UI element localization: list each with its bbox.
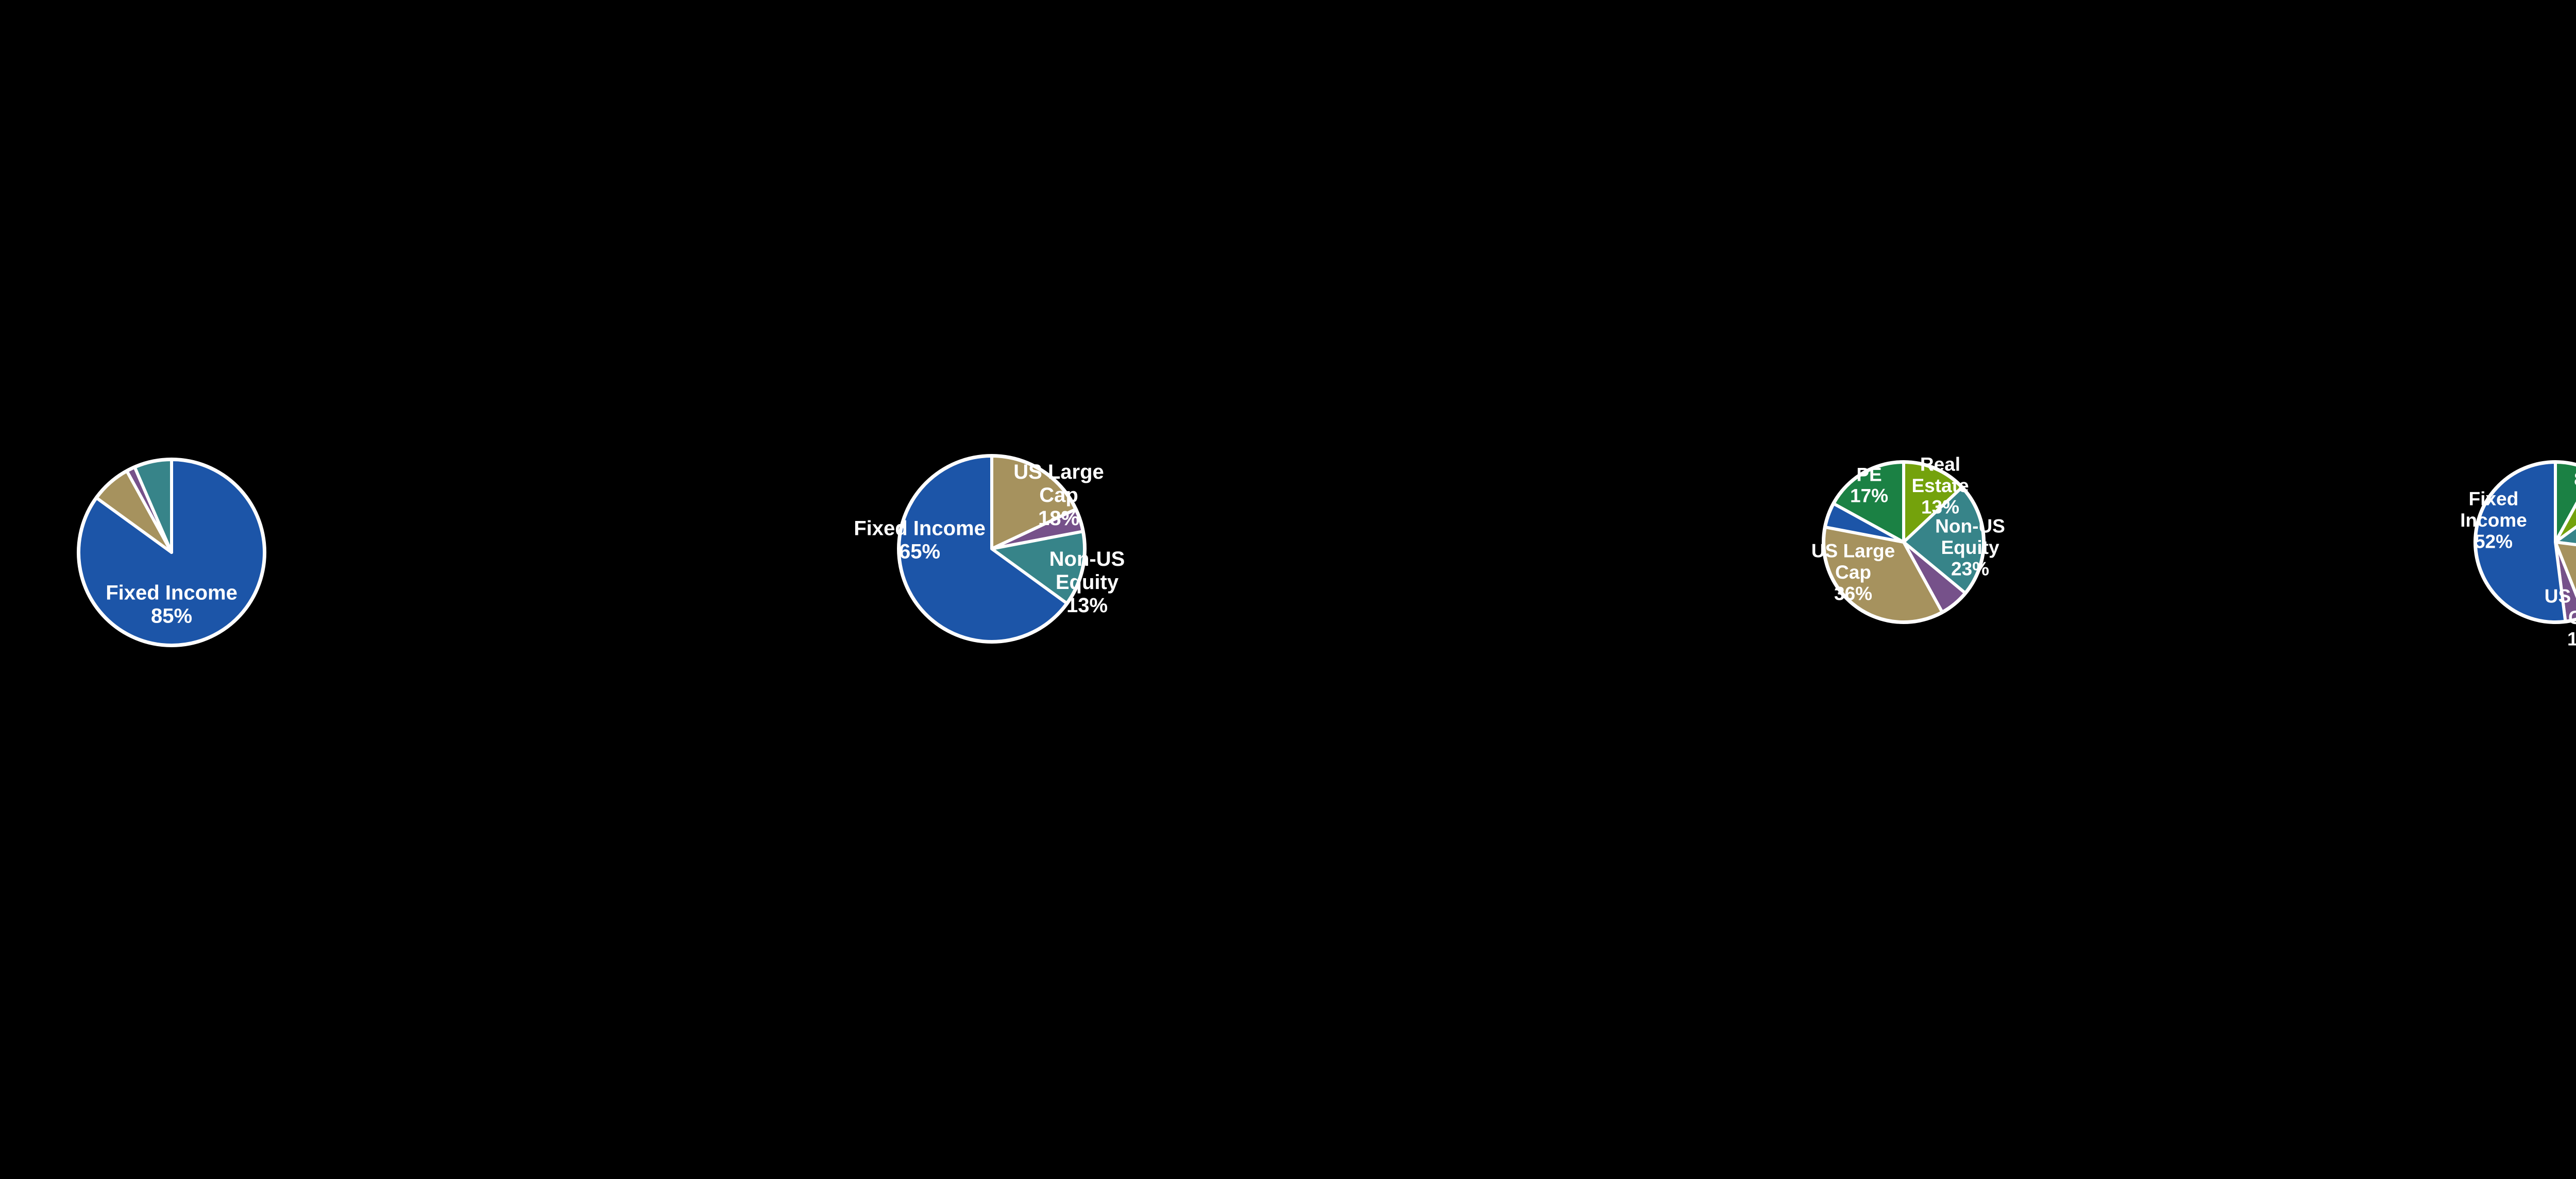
slice-label-line: Cap xyxy=(2568,607,2576,628)
pie-slice-us-large-cap[interactable] xyxy=(990,454,1077,550)
slice-label-line: 23% xyxy=(1951,558,1989,579)
slice-label-fixed-income: Fixed Income 85% xyxy=(106,581,238,627)
slice-label-pe: PE 17% xyxy=(1850,464,1888,506)
slice-label-line: Cap xyxy=(1039,484,1078,507)
slice-label-line: US Large xyxy=(1013,461,1104,483)
slice-label-line: 85% xyxy=(151,604,192,627)
pie-slice-fixed-income[interactable] xyxy=(77,458,266,647)
slice-label-non-us-equity: Non-US Equity 23% xyxy=(1935,515,2005,579)
pie-chart-1: Fixed Income 85% xyxy=(65,446,278,659)
slice-label-line: 17% xyxy=(1850,485,1888,507)
pie-slice-real-estate[interactable] xyxy=(1902,461,1963,544)
slice-label-line: Non-US xyxy=(1935,515,2005,536)
slice-label-line: 36% xyxy=(1834,583,1872,604)
pie-graphic: PE8%RE7%Non-USEquity12%US LargeCap17%Fix… xyxy=(2460,447,2576,649)
pie-chart-4: PE8%RE7%Non-USEquity12%US LargeCap17%Fix… xyxy=(2460,447,2576,649)
slice-label-non-us-equity: Non-US Equity 13% xyxy=(1049,548,1125,617)
pie-slice-us-large-cap[interactable] xyxy=(2554,541,2576,616)
pie-graphic: Real Estate 13%Non-US Equity 23% US Large Cap 3… xyxy=(1811,453,2005,624)
slice-label-line: 8% xyxy=(2574,469,2576,490)
pie-graphic: US Large Cap 18% Non-US Equity 13% Fixed Incom… xyxy=(854,454,1125,644)
slice-label-line: Real xyxy=(1920,453,1960,475)
slice-label-line: Cap xyxy=(1835,562,1871,583)
pie-slice-fixed-income[interactable] xyxy=(897,454,1069,643)
pie-slice-re[interactable] xyxy=(2554,472,2576,544)
slice-label-line: US Large xyxy=(2545,585,2576,607)
slice-label-line: Estate xyxy=(1911,475,1969,496)
slice-label-line: Equity xyxy=(1941,537,1999,558)
pie-slice-fixed-income[interactable] xyxy=(2474,461,2567,624)
slice-label-line: 13% xyxy=(1921,496,1959,517)
slice-label-line: PE xyxy=(1856,464,1882,485)
pie-graphic: Fixed Income 85% xyxy=(77,458,266,647)
pie-chart-2: US Large Cap 18% Non-US Equity 13% Fixed Incom… xyxy=(854,443,1125,655)
slice-label-line: 18% xyxy=(1038,507,1079,529)
slice-label-us-large-cap: US Large Cap 36% xyxy=(1811,540,1895,604)
pie-slice-non-us-equity[interactable] xyxy=(2554,495,2576,552)
slice-label-line: Fixed Income xyxy=(854,517,986,540)
slice-label-pe: PE8% xyxy=(2574,447,2576,490)
pie-slice-us-large-cap[interactable] xyxy=(1822,525,1944,624)
pie-slice-pe[interactable] xyxy=(1832,461,1905,544)
slice-label-line: 17% xyxy=(2567,628,2576,649)
slice-label-us-large-cap: US Large Cap 18% xyxy=(1013,461,1104,530)
pie-chart-3: Real Estate 13% Non-US Equity 23% US Large Cap 3… xyxy=(1810,449,2005,635)
slice-label-line: 65% xyxy=(899,540,940,563)
pie-slice-non-us-equity[interactable] xyxy=(990,530,1086,605)
pie-slice-non-us-equity[interactable] xyxy=(133,458,173,554)
slice-label-fixed-income: Fixed Income 65% xyxy=(854,517,986,563)
slice-label-line: US Large xyxy=(1811,540,1895,561)
slice-label-line: Fixed xyxy=(2469,488,2519,509)
slice-label-line: 52% xyxy=(2475,531,2513,552)
slice-label-line: Equity xyxy=(1056,571,1119,594)
slice-label-line: PE xyxy=(2575,447,2576,468)
slice-label-line: Income xyxy=(2460,510,2527,531)
slice-label-fixed-income: Fixed Income 52% xyxy=(2460,488,2527,552)
slice-label-line: 13% xyxy=(1066,594,1108,616)
slice-label-line: Fixed Income xyxy=(106,581,238,604)
slice-label-line: Non-US xyxy=(1049,548,1125,570)
slice-label-real-estate: Real Estate 13% xyxy=(1911,453,1969,517)
pie-slice-non-us-equity[interactable] xyxy=(1902,485,1985,595)
slice-label-us-large-cap: US LargeCap17% xyxy=(2545,585,2576,649)
